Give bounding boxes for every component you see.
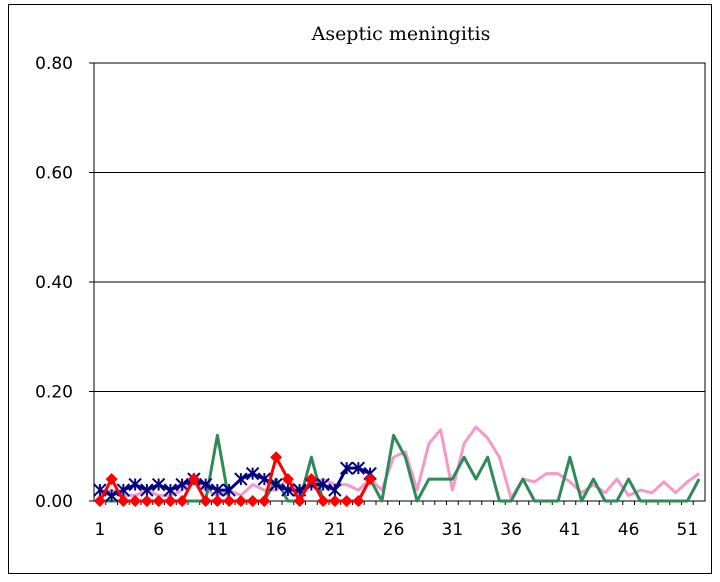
data-point [270,451,283,464]
series-4 [93,451,377,507]
data-point [128,477,142,492]
data-point [199,495,212,507]
chart-frame: Aseptic meningitis 0.00 0.20 0.40 0.60 0.80 … [8,4,712,574]
series-2-line [99,433,701,503]
x-tick-label: 46 [618,520,640,540]
y-tick-label: 0.60 [35,164,73,184]
y-tick-label: 0.20 [35,383,73,403]
data-point [176,495,189,507]
y-tick-label: 0.40 [35,273,73,293]
data-point [198,477,213,492]
line-chart: Aseptic meningitis 0.000.200.400.600.80 … [35,23,706,540]
data-point [234,472,248,486]
data-point [210,483,225,497]
data-point [317,495,330,507]
data-point [187,473,200,486]
data-point [258,495,271,507]
x-tick-label: 6 [153,520,164,540]
data-point [316,477,330,492]
data-point [175,477,189,492]
x-tick-label: 26 [383,520,405,540]
x-tick-label: 36 [500,520,522,540]
data-point [129,495,142,507]
data-point [152,495,165,507]
grid-lines [94,172,705,392]
data-point [223,495,236,507]
data-point [351,461,366,475]
series-3 [93,461,377,503]
data-point [105,473,118,486]
data-point [164,495,177,507]
x-tick-label: 16 [265,520,287,540]
data-point [281,473,294,486]
data-point [364,473,377,486]
data-point [328,495,341,507]
data-point [293,495,306,507]
data-point [269,477,283,492]
data-point [340,495,353,507]
data-point [211,495,224,507]
data-point [151,477,166,492]
data-point [93,495,106,507]
y-tick-labels: 0.00 0.20 0.40 0.60 0.80 [35,54,73,512]
data-point [339,461,354,475]
chart-title: Aseptic meningitis [311,23,491,45]
x-tick-label: 41 [559,520,581,540]
data-point [352,495,365,507]
data-point [245,466,260,481]
data-point [246,495,259,507]
data-point [117,495,130,507]
data-point [328,483,342,497]
y-tick-label: 0.00 [35,492,73,512]
x-tick-labels: 1 6 11 16 21 26 31 36 41 46 51 [94,520,698,540]
data-point [163,483,178,497]
data-point [140,483,154,497]
data-point [305,473,318,486]
data-point [104,488,119,503]
series-2 [99,433,701,503]
x-tick-label: 31 [442,520,464,540]
x-tick-label: 11 [207,520,229,540]
data-point [234,495,247,507]
series-lines [93,425,701,507]
data-point [222,483,236,497]
y-tick-label: 0.80 [35,54,73,74]
x-tick-label: 51 [677,520,699,540]
x-tick-label: 21 [324,520,346,540]
data-point [140,495,153,507]
x-tick-label: 1 [94,520,105,540]
